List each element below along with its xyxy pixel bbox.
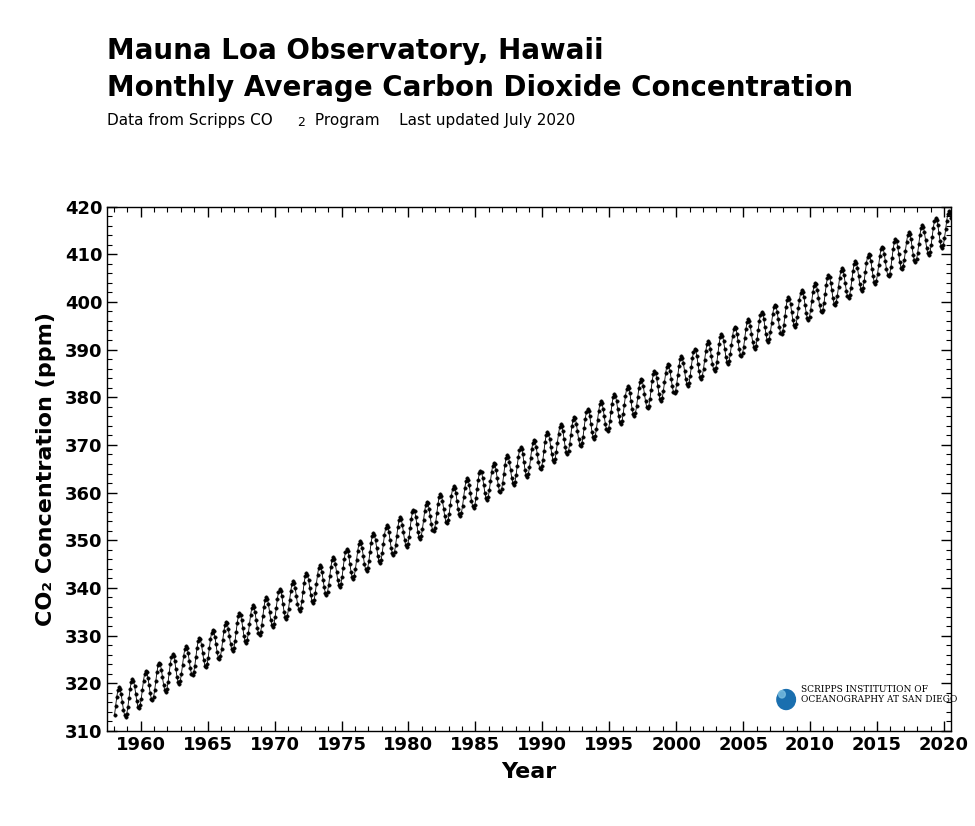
Text: Monthly Average Carbon Dioxide Concentration: Monthly Average Carbon Dioxide Concentra…	[107, 74, 853, 102]
Text: 2: 2	[297, 116, 305, 130]
X-axis label: Year: Year	[501, 762, 557, 782]
Text: SCRIPPS INSTITUTION OF
OCEANOGRAPHY AT SAN DIEGO: SCRIPPS INSTITUTION OF OCEANOGRAPHY AT S…	[801, 685, 957, 704]
Ellipse shape	[779, 691, 785, 698]
Text: Mauna Loa Observatory, Hawaii: Mauna Loa Observatory, Hawaii	[107, 37, 604, 65]
Text: Data from Scripps CO: Data from Scripps CO	[107, 113, 273, 128]
Text: Program    Last updated July 2020: Program Last updated July 2020	[310, 113, 575, 128]
Ellipse shape	[777, 690, 796, 710]
Y-axis label: CO₂ Concentration (ppm): CO₂ Concentration (ppm)	[36, 311, 57, 626]
